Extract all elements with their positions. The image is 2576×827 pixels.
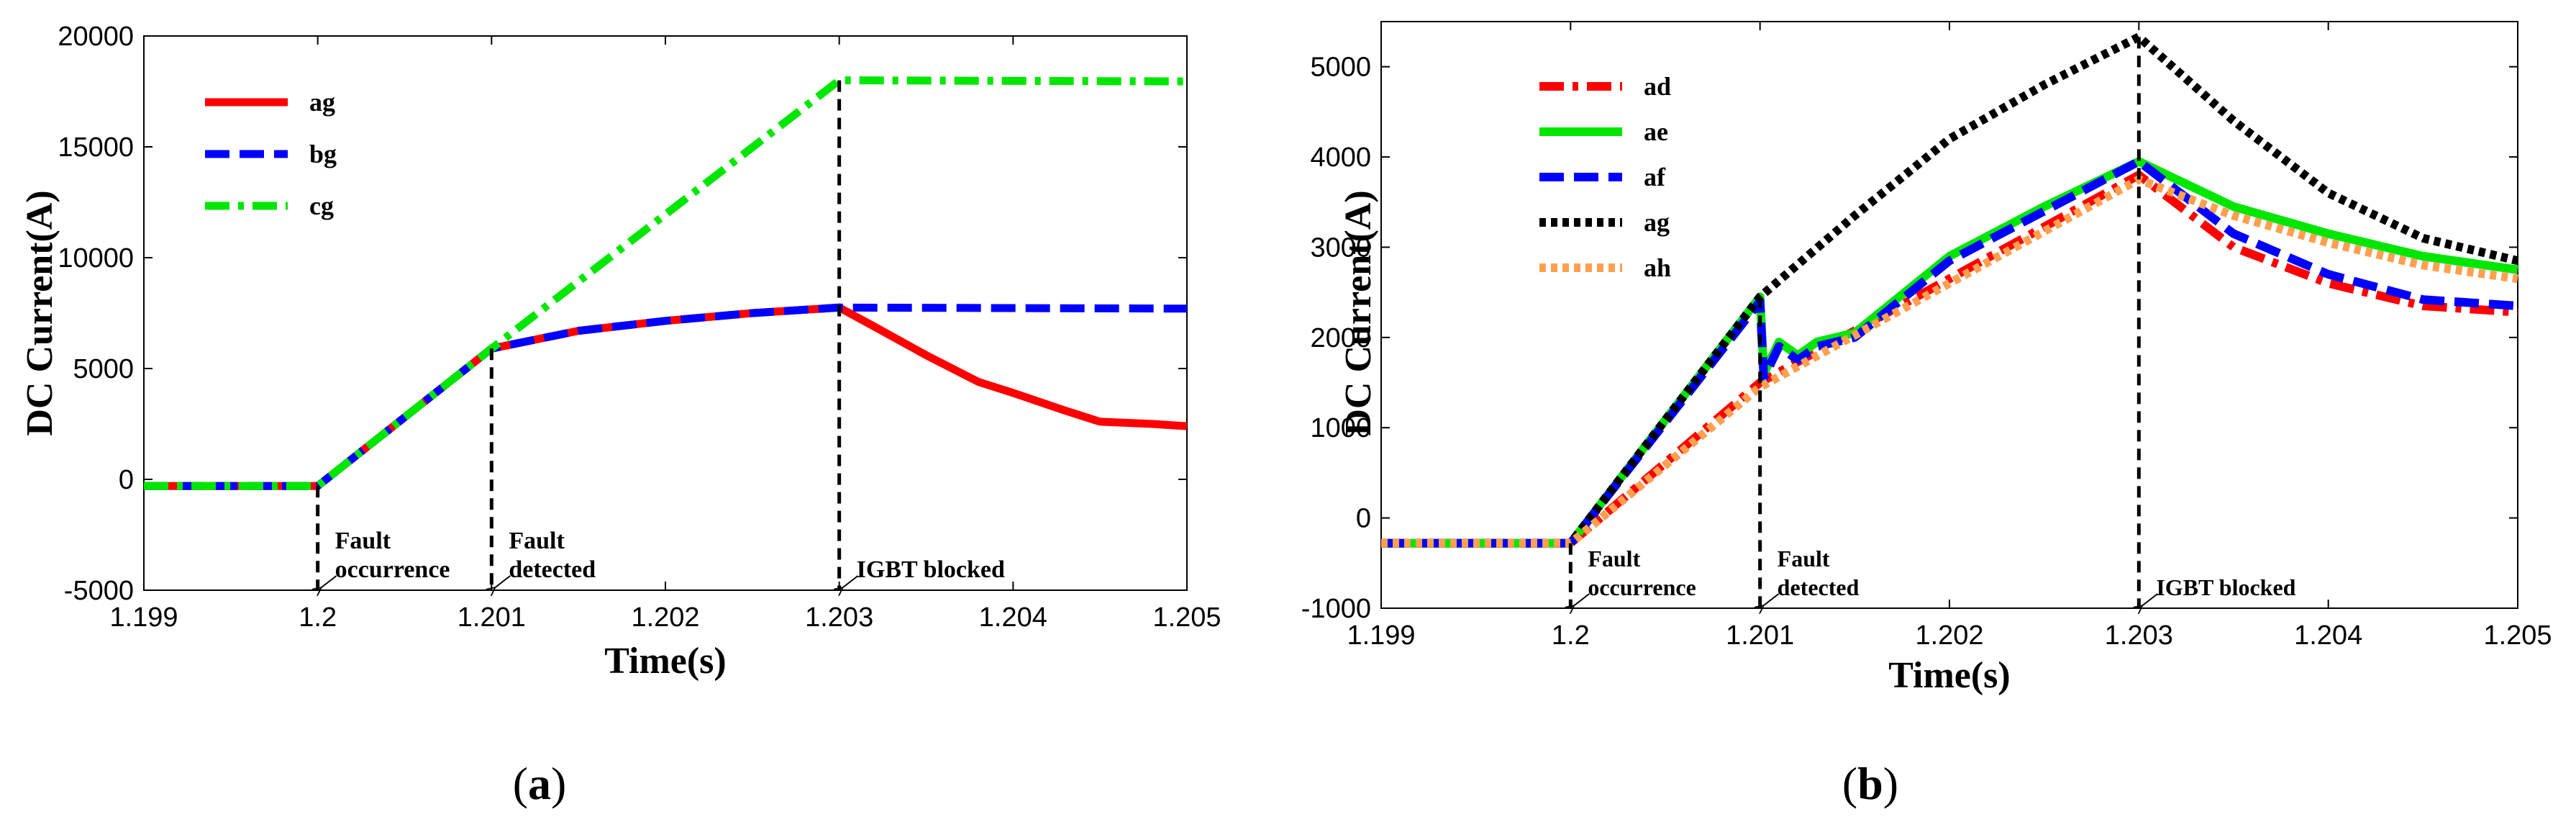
annotation-text: Fault	[1778, 546, 1830, 571]
series-line-ag	[144, 303, 1188, 490]
annotation-text: occurrence	[1588, 574, 1696, 600]
event-annotations: Fault occurrence Fault detected IGBT blocked	[1588, 546, 2295, 600]
event-marker-arrow	[494, 575, 511, 588]
series-line-cg	[144, 76, 1188, 490]
x-tick-label: 1.2	[299, 602, 337, 633]
legend: ad ae af ag ah	[1539, 72, 1671, 282]
x-axis-label: Time(s)	[1888, 655, 2010, 696]
annotation-text: IGBT blocked	[2156, 574, 2295, 600]
annotation-text: Fault	[335, 528, 391, 554]
y-tick-label: 10000	[58, 243, 134, 274]
series-lines	[1381, 32, 2519, 548]
x-tick-label: 1.205	[2483, 620, 2552, 651]
legend-label: ag	[1644, 208, 1670, 237]
annotation-text: Fault	[1588, 546, 1640, 571]
annotation-text: Fault	[509, 528, 565, 554]
y-ticks: -1000 0 1000 2000 3000 4000 5000	[1301, 53, 2518, 624]
y-tick-label: 3000	[1310, 232, 1371, 263]
y-tick-label: -1000	[1301, 594, 1371, 624]
x-tick-label: 1.201	[1726, 620, 1794, 651]
plot-area-frame	[1380, 21, 2518, 609]
event-marker-arrow	[2142, 593, 2158, 606]
legend-label: af	[1644, 163, 1666, 191]
y-axis-label: DC Current(A)	[19, 190, 60, 435]
y-tick-label: -5000	[64, 576, 134, 606]
x-tick-label: 1.202	[631, 602, 699, 633]
y-tick-label: 1000	[1310, 413, 1371, 443]
annotation-text: detected	[1778, 574, 1860, 600]
y-tick-label: 5000	[1310, 53, 1371, 83]
y-tick-label: 15000	[58, 132, 134, 163]
y-tick-label: 0	[119, 465, 134, 495]
y-axis-label: DC Current(A)	[1338, 190, 1379, 435]
x-tick-label: 1.2	[1552, 620, 1590, 651]
panel-label: (b)	[1842, 758, 1898, 809]
legend-label: ah	[1644, 253, 1671, 282]
y-tick-label: 20000	[58, 22, 134, 52]
x-axis-label: Time(s)	[604, 641, 726, 682]
series-line-ad	[1381, 171, 2518, 548]
y-ticks: -5000 0 5000 10000 15000 20000	[58, 22, 1187, 606]
event-marker-arrow	[1763, 593, 1780, 606]
annotation-text: occurrence	[335, 556, 450, 583]
legend-label: ae	[1644, 117, 1668, 146]
annotation-text: IGBT blocked	[857, 556, 1005, 583]
x-tick-label: 1.201	[458, 602, 526, 633]
y-tick-label: 0	[1356, 504, 1371, 534]
legend-label: bg	[309, 140, 337, 168]
panel-a: 1.199 1.2 1.201 1.202 1.203 1.204 1.205 -5000 0…	[19, 22, 1221, 809]
annotation-text: detected	[509, 556, 596, 583]
x-tick-label: 1.199	[109, 602, 178, 633]
event-marker-arrow	[321, 575, 337, 588]
plot-area-frame	[143, 35, 1188, 591]
series-lines	[144, 76, 1188, 490]
x-ticks: 1.199 1.2 1.201 1.202 1.203 1.204 1.205	[1347, 22, 2552, 651]
x-tick-label: 1.204	[979, 602, 1047, 633]
x-tick-label: 1.203	[2105, 620, 2173, 651]
panel-label: (a)	[513, 758, 567, 809]
y-tick-label: 4000	[1310, 143, 1371, 173]
y-tick-label: 2000	[1310, 323, 1371, 353]
x-tick-label: 1.199	[1347, 620, 1415, 651]
legend-label: cg	[309, 191, 334, 220]
legend-label: ag	[309, 88, 335, 117]
x-tick-label: 1.203	[805, 602, 873, 633]
event-marker-arrow	[842, 575, 859, 588]
series-line-ag	[1381, 32, 2519, 548]
x-tick-label: 1.205	[1152, 602, 1221, 633]
panel-b: 1.199 1.2 1.201 1.202 1.203 1.204 1.205 -1000 0…	[1301, 21, 2552, 809]
x-ticks: 1.199 1.2 1.201 1.202 1.203 1.204 1.205	[109, 36, 1221, 633]
legend: ag bg cg	[205, 88, 337, 220]
event-markers	[318, 80, 859, 590]
event-markers	[1570, 37, 2158, 608]
x-tick-label: 1.202	[1915, 620, 1983, 651]
legend-label: ad	[1644, 72, 1671, 101]
x-tick-label: 1.204	[2294, 620, 2362, 651]
y-tick-label: 5000	[73, 354, 134, 384]
series-line-ah	[1381, 175, 2518, 548]
event-marker-arrow	[1573, 593, 1590, 606]
